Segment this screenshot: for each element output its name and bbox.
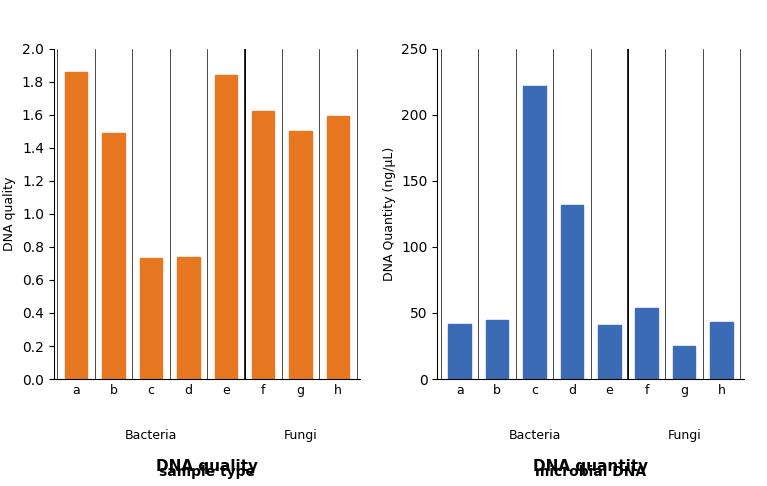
Text: sample type: sample type	[159, 465, 255, 479]
Bar	[65, 72, 87, 379]
Bar	[636, 308, 658, 379]
Bar	[140, 259, 162, 379]
Text: Fungi: Fungi	[667, 429, 701, 442]
Bar	[252, 111, 275, 379]
Y-axis label: DNA quality: DNA quality	[3, 176, 16, 251]
Bar	[289, 131, 312, 379]
Bar	[710, 322, 732, 379]
Text: Bacteria: Bacteria	[125, 429, 177, 442]
Y-axis label: DNA Quantity (ng/μL): DNA Quantity (ng/μL)	[383, 147, 396, 281]
Bar	[523, 86, 545, 379]
Bar	[486, 320, 509, 379]
Text: DNA quality: DNA quality	[156, 459, 258, 474]
Text: DNA quantity: DNA quantity	[533, 459, 648, 474]
Bar	[102, 133, 125, 379]
Bar	[561, 205, 583, 379]
Bar	[327, 116, 349, 379]
Bar	[177, 257, 199, 379]
Text: Bacteria: Bacteria	[509, 429, 561, 442]
Bar	[598, 325, 621, 379]
Bar	[215, 75, 237, 379]
Bar	[449, 324, 471, 379]
Bar	[673, 346, 696, 379]
Text: Fungi: Fungi	[284, 429, 318, 442]
Text: microbial DNA: microbial DNA	[535, 465, 646, 479]
